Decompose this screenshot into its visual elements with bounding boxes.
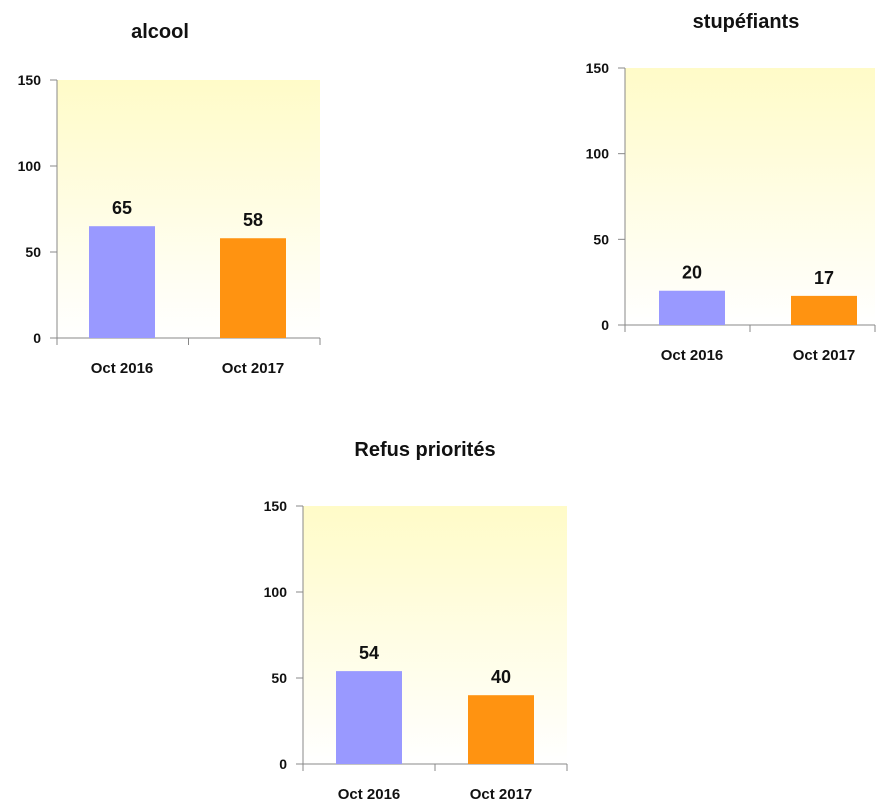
chart-title: Refus priorités bbox=[354, 439, 495, 461]
y-tick-label: 100 bbox=[264, 584, 288, 600]
data-label: 58 bbox=[243, 210, 263, 230]
chart-title: alcool bbox=[131, 21, 189, 43]
y-tick-label: 0 bbox=[33, 330, 41, 346]
y-tick-label: 100 bbox=[18, 158, 42, 174]
y-tick-label: 50 bbox=[271, 670, 287, 686]
y-tick-label: 0 bbox=[279, 756, 287, 772]
y-tick-label: 50 bbox=[593, 231, 609, 247]
data-label: 65 bbox=[112, 198, 132, 218]
x-tick-label: Oct 2017 bbox=[470, 786, 533, 801]
data-label: 54 bbox=[359, 643, 379, 663]
x-tick-label: Oct 2016 bbox=[661, 347, 724, 364]
y-tick-label: 150 bbox=[586, 60, 610, 76]
x-tick-label: Oct 2017 bbox=[222, 360, 285, 377]
plot-area bbox=[625, 68, 875, 325]
y-tick-label: 50 bbox=[25, 244, 41, 260]
y-tick-label: 0 bbox=[601, 317, 609, 333]
bar bbox=[791, 295, 857, 325]
bar bbox=[220, 238, 286, 338]
x-tick-label: Oct 2017 bbox=[793, 347, 856, 364]
x-tick-label: Oct 2016 bbox=[91, 360, 154, 377]
data-label: 17 bbox=[814, 268, 834, 288]
bar bbox=[659, 290, 725, 325]
bar bbox=[89, 226, 155, 338]
y-tick-label: 100 bbox=[586, 146, 610, 162]
x-tick-label: Oct 2016 bbox=[338, 786, 401, 801]
y-tick-label: 150 bbox=[18, 72, 42, 88]
data-label: 40 bbox=[491, 667, 511, 687]
chart-title: stupéfiants bbox=[693, 11, 800, 33]
bar bbox=[336, 671, 402, 764]
data-label: 20 bbox=[682, 263, 702, 283]
y-tick-label: 150 bbox=[264, 498, 288, 514]
bar bbox=[468, 695, 534, 764]
